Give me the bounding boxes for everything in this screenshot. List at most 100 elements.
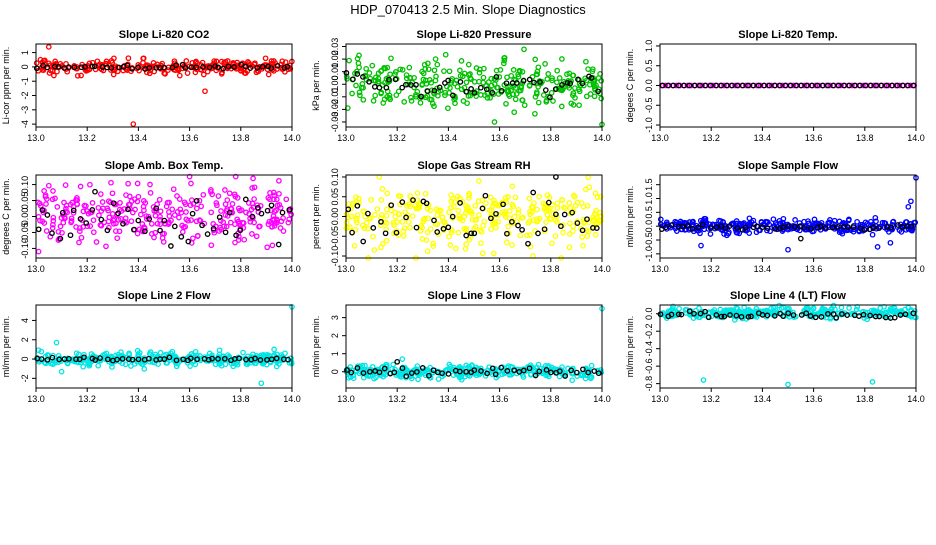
data-point [249,213,256,220]
data-point [388,55,394,62]
data-point [685,223,691,229]
data-point [711,307,718,313]
data-point [771,313,778,319]
data-point [567,80,574,87]
data-point [174,209,181,215]
data-point [169,64,176,71]
y-tick-label: 0.01 [330,63,340,81]
data-point [595,370,602,377]
data-point [510,203,517,210]
y-axis-label-l4: ml/min per min. [625,316,635,378]
data-point [761,82,767,89]
data-point [354,71,361,77]
data-point [178,233,185,240]
data-point [47,67,54,74]
data-point [273,355,280,362]
x-tick-label: 13.2 [702,394,720,404]
data-point [792,217,798,223]
x-tick-label: 13.8 [856,264,874,274]
y-tick-label: 0.00 [330,208,340,226]
data-point [699,82,705,89]
outlier-point [130,121,137,127]
data-point [430,243,437,249]
data-point [171,212,178,218]
data-point [876,225,882,232]
data-point [876,313,883,320]
data-point [424,88,431,95]
x-tick-label: 13.2 [78,133,96,143]
data-point [78,72,84,79]
data-point [161,70,168,77]
data-point [566,231,573,237]
data-point [372,211,378,218]
data-point [250,351,256,358]
data-point [68,215,75,222]
data-point [734,82,741,89]
data-point [217,217,224,224]
data-point [702,82,709,89]
y-tick-label: 0.5 [644,59,654,72]
data-point [349,229,355,236]
data-point [585,228,592,235]
outlier-point [432,56,439,62]
data-point [84,208,90,214]
data-point [148,220,155,227]
data-point [532,110,538,117]
data-point [894,82,901,89]
data-point [427,364,433,371]
data-point [525,240,531,247]
data-point [254,204,261,211]
data-point [82,64,88,70]
data-point [451,203,457,210]
data-point [726,309,733,315]
outlier-point [908,198,914,205]
panel-title-sflow: Slope Sample Flow [738,160,839,172]
data-point [236,355,242,362]
data-point [479,197,486,204]
data-point [407,224,413,231]
data-point [883,82,890,89]
x-tick-label: 13.8 [232,133,250,143]
data-point [741,304,747,311]
data-point [770,308,777,314]
data-point [544,76,551,82]
data-point [697,82,703,89]
data-point [112,228,119,234]
data-point [200,191,207,198]
data-point [434,229,441,235]
data-point [157,227,163,234]
y-tick-label: 3 [330,315,340,320]
data-point [44,212,51,218]
data-point [770,305,777,311]
data-point [52,61,59,67]
data-point [395,192,402,199]
data-point [455,229,462,236]
data-point [427,226,434,232]
data-point [788,224,795,230]
data-point [838,304,845,311]
data-point [595,88,601,95]
data-point [33,65,40,72]
data-point [532,372,539,379]
data-point [242,196,249,203]
panel-l3: Slope Line 3 Flow ml/min per min. 13.0 13.2… [311,290,611,404]
data-point [403,75,410,82]
panel-title-press: Slope Li-820 Pressure [417,29,532,41]
data-point [553,79,560,86]
data-point [543,367,550,373]
data-point [721,82,727,89]
y-tick-label: 0.05 [20,192,30,210]
series-co2-overlay [33,61,291,72]
data-point [215,193,222,199]
data-point [81,354,87,361]
data-point [503,80,510,87]
data-point [726,223,733,229]
x-tick-label: 13.4 [440,394,458,404]
data-point [447,363,454,370]
data-point [480,222,486,229]
data-point [200,64,206,70]
data-point [236,233,242,240]
data-point [383,220,390,226]
data-point [273,196,280,203]
data-point [553,211,559,218]
